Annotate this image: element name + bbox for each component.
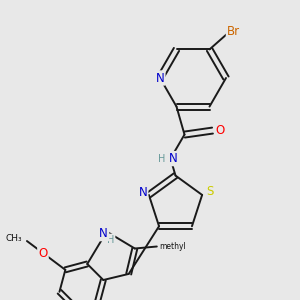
Text: H: H — [158, 154, 165, 164]
Text: N: N — [169, 152, 178, 165]
Text: O: O — [216, 124, 225, 137]
Text: O: O — [38, 247, 48, 260]
Text: CH₃: CH₃ — [5, 233, 22, 242]
Text: N: N — [156, 71, 164, 85]
Text: N: N — [139, 186, 147, 200]
Text: methyl: methyl — [160, 246, 165, 247]
Text: methyl: methyl — [159, 242, 186, 251]
Text: H: H — [107, 235, 114, 244]
Text: Br: Br — [227, 25, 240, 38]
Text: N: N — [99, 227, 108, 240]
Text: S: S — [206, 185, 214, 198]
